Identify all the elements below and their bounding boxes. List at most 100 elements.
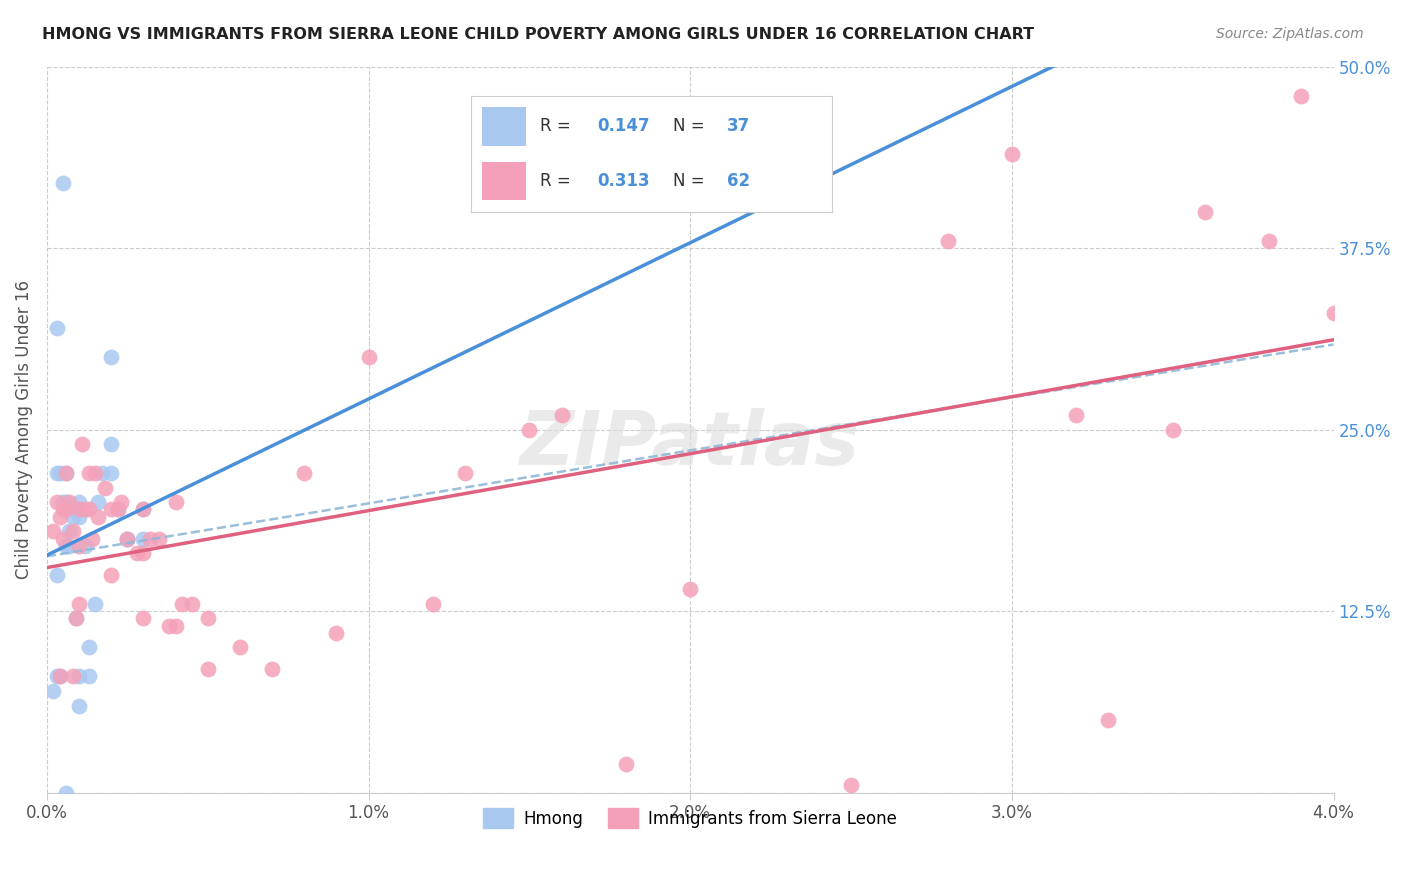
Point: [180, 597, 202, 611]
Point: [117, 532, 139, 546]
Point: [132, 532, 155, 546]
Point: [1322, 306, 1344, 320]
Point: [52, 532, 75, 546]
Point: [52, 495, 75, 509]
Point: [49, 509, 72, 524]
Point: [197, 611, 219, 625]
Point: [197, 662, 219, 676]
Point: [84, 466, 107, 480]
Point: [936, 234, 959, 248]
Point: [1097, 713, 1119, 727]
Point: [422, 597, 444, 611]
Text: Source: ZipAtlas.com: Source: ZipAtlas.com: [1216, 27, 1364, 41]
Point: [49, 466, 72, 480]
Point: [84, 597, 107, 611]
Point: [80, 532, 103, 546]
Point: [77, 466, 100, 480]
Point: [157, 618, 180, 632]
Point: [45, 495, 67, 509]
Point: [614, 756, 637, 771]
Point: [75, 539, 97, 553]
Point: [107, 502, 129, 516]
Point: [454, 466, 477, 480]
Point: [100, 466, 122, 480]
Point: [45, 567, 67, 582]
Point: [49, 669, 72, 683]
Point: [49, 669, 72, 683]
Point: [170, 597, 193, 611]
Point: [550, 408, 572, 422]
Point: [94, 481, 117, 495]
Point: [52, 502, 75, 516]
Point: [148, 532, 170, 546]
Point: [67, 495, 90, 509]
Point: [67, 597, 90, 611]
Point: [132, 611, 155, 625]
Point: [139, 532, 162, 546]
Point: [100, 567, 122, 582]
Point: [357, 350, 380, 364]
Point: [55, 495, 77, 509]
Point: [1064, 408, 1087, 422]
Point: [87, 495, 110, 509]
Point: [1194, 204, 1216, 219]
Point: [90, 466, 112, 480]
Point: [260, 662, 283, 676]
Point: [132, 502, 155, 516]
Point: [67, 502, 90, 516]
Point: [55, 539, 77, 553]
Point: [132, 546, 155, 560]
Point: [165, 495, 187, 509]
Point: [62, 669, 84, 683]
Point: [67, 502, 90, 516]
Point: [77, 640, 100, 655]
Point: [100, 502, 122, 516]
Point: [1258, 234, 1281, 248]
Legend: Hmong, Immigrants from Sierra Leone: Hmong, Immigrants from Sierra Leone: [477, 802, 904, 835]
Point: [839, 778, 862, 792]
Point: [77, 502, 100, 516]
Point: [75, 502, 97, 516]
Point: [117, 532, 139, 546]
Point: [45, 466, 67, 480]
Text: ZIPatlas: ZIPatlas: [520, 408, 860, 481]
Point: [132, 502, 155, 516]
Point: [62, 524, 84, 539]
Text: HMONG VS IMMIGRANTS FROM SIERRA LEONE CHILD POVERTY AMONG GIRLS UNDER 16 CORRELA: HMONG VS IMMIGRANTS FROM SIERRA LEONE CH…: [42, 27, 1035, 42]
Point: [42, 524, 65, 539]
Point: [55, 786, 77, 800]
Point: [58, 495, 80, 509]
Point: [55, 466, 77, 480]
Point: [229, 640, 252, 655]
Point: [67, 539, 90, 553]
Point: [42, 684, 65, 698]
Point: [72, 437, 94, 451]
Point: [100, 350, 122, 364]
Point: [87, 509, 110, 524]
Point: [77, 669, 100, 683]
Point: [45, 321, 67, 335]
Point: [325, 626, 347, 640]
Point: [58, 539, 80, 553]
Y-axis label: Child Poverty Among Girls Under 16: Child Poverty Among Girls Under 16: [15, 280, 32, 579]
Point: [45, 669, 67, 683]
Point: [67, 669, 90, 683]
Point: [1291, 88, 1313, 103]
Point: [67, 698, 90, 713]
Point: [1161, 423, 1184, 437]
Point: [65, 611, 87, 625]
Point: [100, 437, 122, 451]
Point: [165, 618, 187, 632]
Point: [110, 495, 132, 509]
Point: [55, 502, 77, 516]
Point: [55, 466, 77, 480]
Point: [292, 466, 315, 480]
Point: [62, 502, 84, 516]
Point: [107, 502, 129, 516]
Point: [519, 423, 541, 437]
Point: [117, 532, 139, 546]
Point: [65, 611, 87, 625]
Point: [125, 546, 148, 560]
Point: [62, 509, 84, 524]
Point: [1001, 146, 1024, 161]
